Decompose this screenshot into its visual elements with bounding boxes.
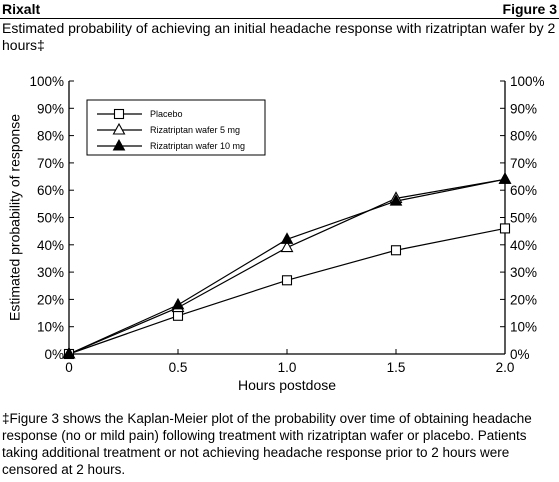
y-tick-label-right: 20% [510, 292, 537, 307]
y-tick-label-left: 20% [37, 292, 64, 307]
y-tick-label-right: 60% [510, 183, 537, 198]
legend-label-1: Rizatriptan wafer 5 mg [150, 125, 240, 135]
data-point-1 [280, 240, 294, 253]
document-header: Rixalt Figure 3 [0, 0, 559, 18]
figure-label: Figure 3 [502, 1, 557, 17]
y-tick-label-left: 60% [37, 183, 64, 198]
y-tick-label-left: 40% [37, 238, 64, 253]
drug-name: Rixalt [2, 1, 41, 17]
data-point-2 [62, 346, 76, 359]
data-point-2 [171, 297, 185, 310]
y-axis-label: Estimated probability of response [7, 114, 23, 321]
series-lines [68, 178, 506, 355]
legend-marker-0 [113, 108, 125, 120]
series-markers [62, 172, 512, 360]
data-point-0 [281, 275, 293, 286]
y-axis-right-ticks: 0% 10% 20% 30% 40% 50% 60% 70% 80% 90% 100% [500, 74, 545, 362]
y-tick-label-left: 30% [37, 265, 64, 280]
data-point-2 [280, 232, 294, 244]
x-tick-label: 1.0 [278, 360, 297, 375]
y-tick-label-right: 100% [510, 74, 545, 89]
y-tick-label-left: 70% [37, 156, 64, 171]
x-tick-label: 0 [65, 360, 73, 375]
y-tick-label-left: 100% [29, 74, 64, 89]
y-tick-label-left: 90% [37, 101, 64, 116]
y-tick-label-right: 0% [510, 347, 530, 362]
legend-label-0: Placebo [150, 109, 183, 119]
series-line-1 [68, 178, 506, 355]
y-tick-label-right: 70% [510, 156, 537, 171]
x-axis-ticks: 0 0.5 1.0 1.5 2.0 [65, 349, 514, 375]
y-axis-left-ticks: 0% 10% 20% 30% 40% 50% 60% 70% 80% 90% 100% [29, 74, 74, 362]
y-tick-label-right: 30% [510, 265, 537, 280]
y-tick-label-right: 80% [510, 129, 537, 144]
data-point-0 [172, 310, 184, 321]
y-tick-label-left: 50% [37, 211, 64, 226]
header-rule [0, 18, 559, 19]
data-point-2 [498, 172, 512, 184]
x-tick-label: 2.0 [496, 360, 515, 375]
y-tick-label-left: 80% [37, 129, 64, 144]
series-line-2 [68, 178, 506, 355]
legend-marker-2 [112, 138, 126, 151]
data-point-0 [499, 223, 511, 234]
y-tick-label-left: 0% [44, 347, 64, 362]
data-point-2 [389, 194, 403, 206]
y-tick-label-right: 90% [510, 101, 537, 116]
legend-label-2: Rizatriptan wafer 10 mg [150, 141, 245, 151]
y-tick-label-left: 10% [37, 320, 64, 335]
legend-marker-1 [112, 122, 126, 135]
figure-caption: Estimated probability of achieving an in… [2, 20, 556, 53]
x-tick-label: 1.5 [387, 360, 406, 375]
x-tick-label: 0.5 [169, 360, 188, 375]
data-point-0 [390, 245, 402, 256]
chart-legend: Placebo Rizatriptan wafer 5 mg Rizatriptan… [86, 99, 266, 156]
y-tick-label-right: 10% [510, 320, 537, 335]
figure-footnote: ‡Figure 3 shows the Kaplan-Meier plot of… [2, 411, 532, 477]
y-tick-label-right: 50% [510, 211, 537, 226]
y-tick-label-right: 40% [510, 238, 537, 253]
x-axis-label: Hours postdose [238, 377, 336, 393]
